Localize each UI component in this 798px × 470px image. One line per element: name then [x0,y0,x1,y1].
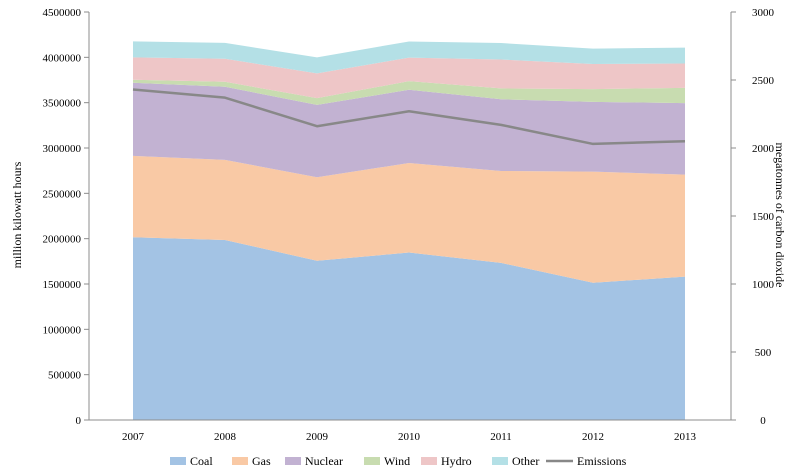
y2-tick-label: 500 [755,347,772,359]
y2-tick-label: 3000 [752,7,775,19]
legend-label-nuclear: Nuclear [305,454,343,468]
y-axis-title: million kilowatt hours [10,161,24,268]
legend-swatch-hydro [421,457,437,465]
y-tick-label: 0 [76,415,82,427]
y-tick-label: 3500000 [43,98,82,110]
legend-label-hydro: Hydro [441,454,472,468]
x-tick-label: 2011 [490,431,512,443]
emissions-line [132,88,686,146]
y2-axis-title: megatonnes of carbon dioxide [773,143,787,288]
x-tick-label: 2012 [582,431,604,443]
x-axis-ticks: 2007 2008 2009 2010 2011 2012 2013 [122,431,697,443]
y-tick-label: 3000000 [43,143,82,155]
y-tick-label: 500000 [48,370,82,382]
y-tick-label: 1500000 [43,279,82,291]
y2-tick-label: 1500 [752,211,775,223]
y-tick-label: 4500000 [43,7,82,19]
area-hydro [133,57,685,99]
area-wind [133,79,685,105]
area-other [133,41,685,74]
legend-label-emissions: Emissions [577,454,627,468]
legend-swatch-nuclear [285,457,301,465]
y-tick-label: 2000000 [43,234,82,246]
x-tick-label: 2013 [674,431,697,443]
emissions-line-layer [132,88,686,146]
y-tick-label: 2500000 [43,188,82,200]
left-axis-ticks: 0 500000 1000000 1500000 2000000 2500000 30000… [43,7,89,427]
x-tick-label: 2010 [398,431,421,443]
x-tick-label: 2007 [122,431,145,443]
legend-label-gas: Gas [252,454,271,468]
legend-label-other: Other [512,454,539,468]
area-gas [133,155,685,283]
legend-swatch-other [492,457,508,465]
x-tick-label: 2009 [306,431,329,443]
y-tick-label: 4000000 [43,52,82,64]
stacked-areas [133,41,685,420]
y2-tick-label: 0 [760,415,766,427]
area-coal [133,237,685,420]
y2-tick-label: 1000 [752,279,775,291]
legend: Coal Gas Nuclear Wind Hydro Other Emissions [170,454,627,468]
legend-swatch-gas [232,457,248,465]
x-tick-label: 2008 [214,431,237,443]
right-axis-ticks: 0 500 1000 1500 2000 2500 3000 [731,7,775,427]
y2-tick-label: 2500 [752,75,775,87]
y-tick-label: 1000000 [43,324,82,336]
y2-tick-label: 2000 [752,143,775,155]
legend-swatch-coal [170,457,186,465]
legend-label-coal: Coal [190,454,213,468]
area-nuclear [133,82,685,178]
legend-swatch-wind [364,457,380,465]
legend-label-wind: Wind [384,454,410,468]
